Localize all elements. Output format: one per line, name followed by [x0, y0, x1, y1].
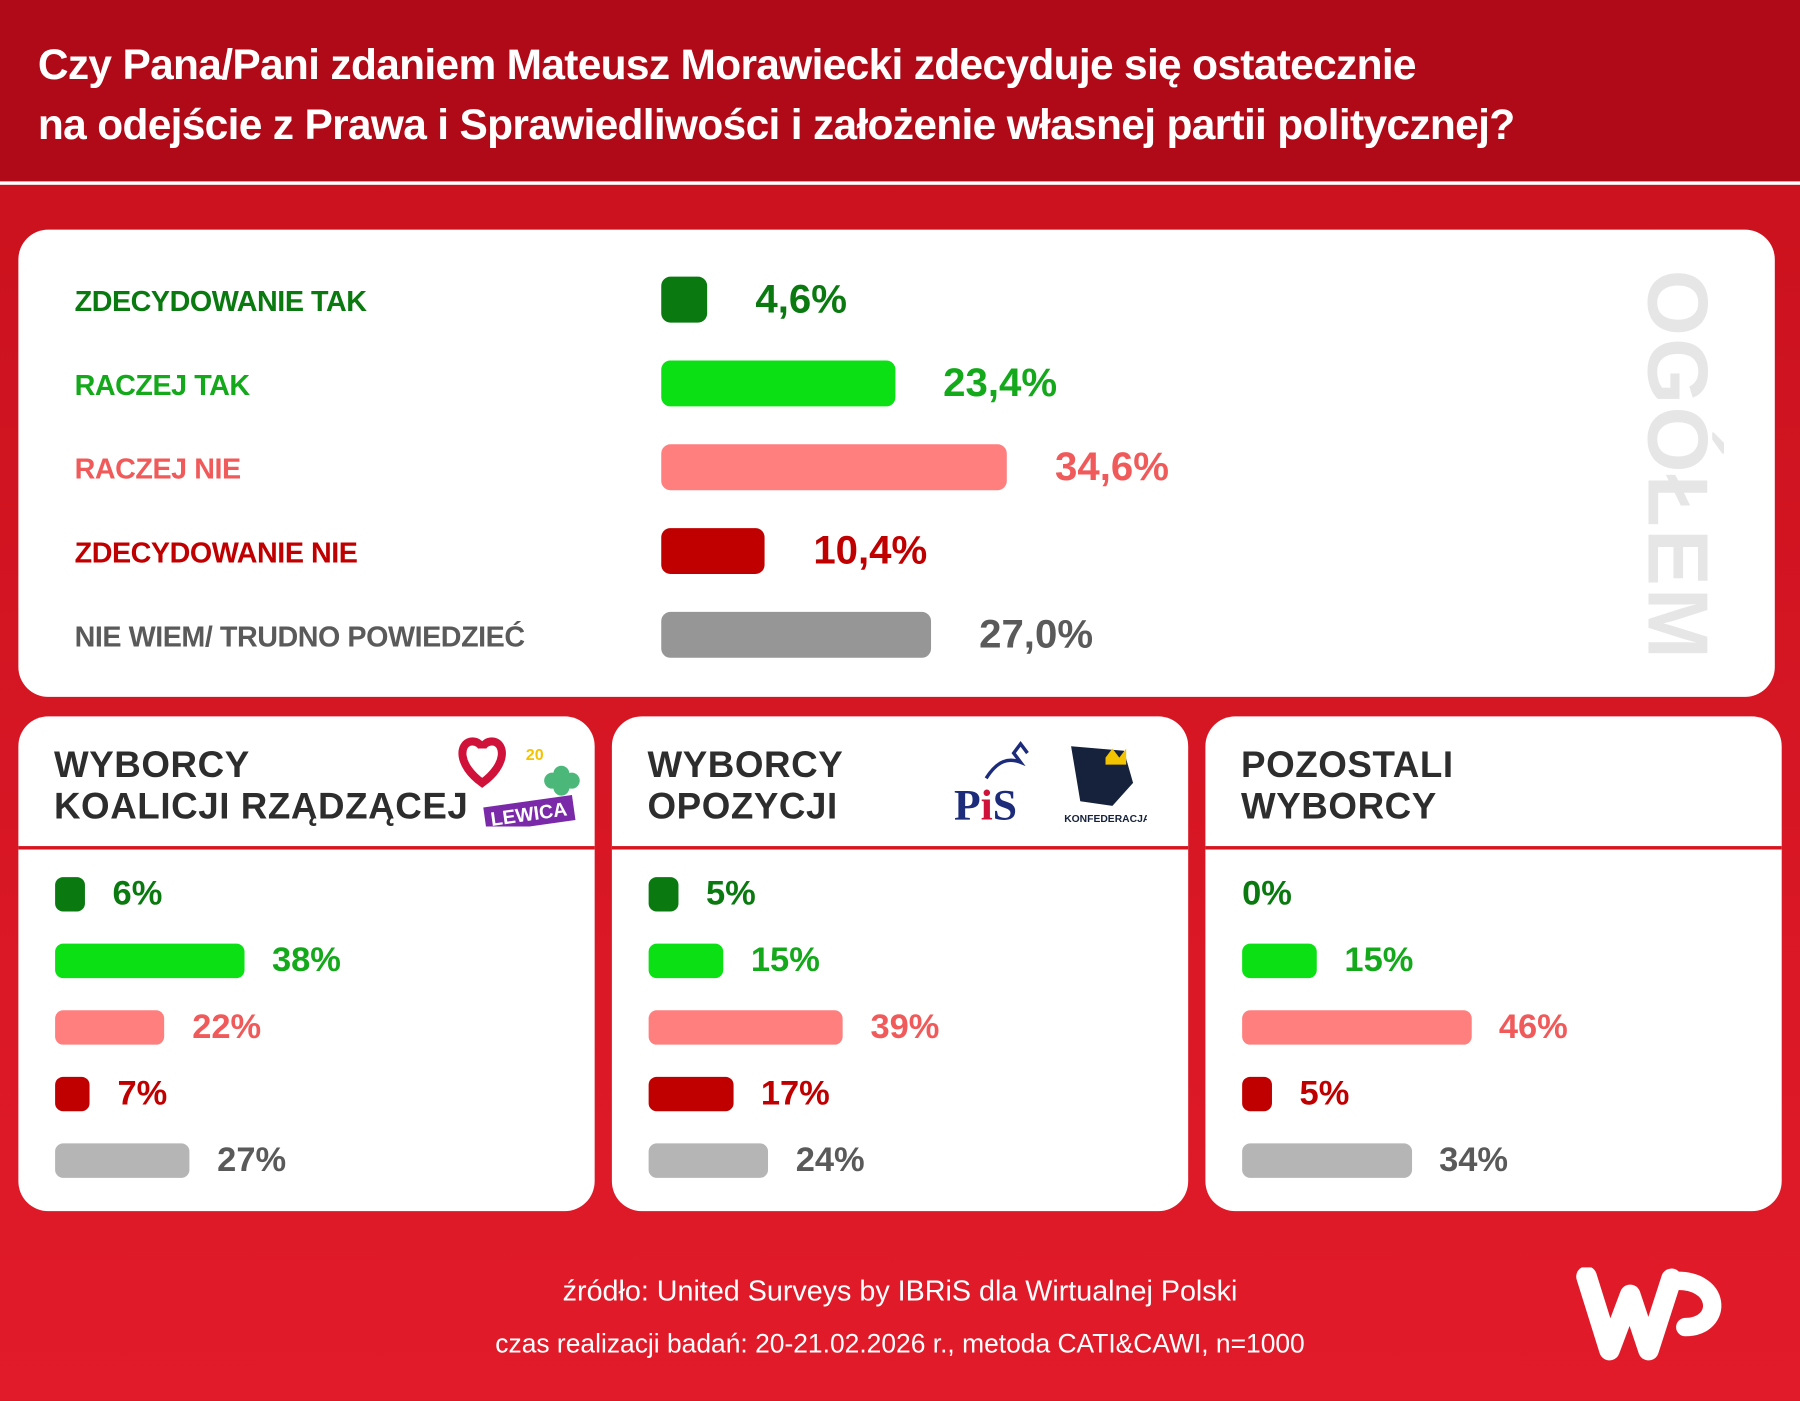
row-nie-wiem: 27%	[55, 1141, 560, 1179]
row-raczej-tak: 38%	[55, 941, 560, 980]
opposition-title: WYBORCY OPOZYCJI	[647, 743, 844, 827]
row-raczej-nie: RACZEJ NIE 34,6%	[18, 444, 1774, 491]
label-nie-wiem: NIE WIEM/ TRUDNO POWIEDZIEĆ	[74, 621, 525, 654]
bar-zdecydowanie-tak	[55, 877, 85, 912]
row-raczej-tak: 15%	[1242, 941, 1747, 980]
value-zdecydowanie-nie: 7%	[117, 1074, 168, 1113]
value-nie-wiem: 27,0%	[979, 611, 1094, 657]
row-nie-wiem: NIE WIEM/ TRUDNO POWIEDZIEĆ 27,0%	[18, 611, 1774, 658]
coalition-panel: WYBORCY KOALICJI RZĄDZĄCEJ 20 LEWICA 6% 3…	[18, 716, 595, 1212]
label-zdecydowanie-tak: ZDECYDOWANIE TAK	[74, 285, 367, 318]
value-zdecydowanie-tak: 4,6%	[755, 276, 847, 322]
opposition-logos: PiS KONFEDERACJA	[954, 741, 1147, 829]
bar-zdecydowanie-nie	[648, 1076, 734, 1112]
method-text: czas realizacji badań: 20-21.02.2026 r.,…	[495, 1328, 1305, 1359]
bar-raczej-tak	[55, 943, 245, 979]
value-raczej-tak: 23,4%	[943, 360, 1058, 406]
heart-icon	[458, 737, 506, 788]
bar-zdecydowanie-nie	[55, 1076, 90, 1112]
title-line-1: Czy Pana/Pani zdaniem Mateusz Morawiecki…	[37, 41, 1417, 89]
wp-logo	[1576, 1267, 1722, 1361]
row-raczej-tak: RACZEJ TAK 23,4%	[18, 360, 1774, 407]
value-raczej-tak: 38%	[271, 941, 341, 980]
bar-zdecydowanie-nie	[1242, 1076, 1272, 1112]
bar-raczej-tak	[648, 943, 724, 979]
row-nie-wiem: 34%	[1242, 1141, 1747, 1179]
row-raczej-nie: 39%	[648, 1007, 1154, 1046]
coalition-logos: 20 LEWICA	[458, 737, 580, 827]
value-raczej-nie: 34,6%	[1055, 444, 1169, 490]
others-panel: POZOSTALI WYBORCY 0% 15% 46% 5% 34%	[1205, 716, 1782, 1212]
row-zdecydowanie-tak: 5%	[648, 874, 1154, 913]
svg-text:20: 20	[526, 746, 544, 764]
bar-raczej-tak	[1242, 943, 1317, 979]
value-zdecydowanie-nie: 5%	[1299, 1074, 1350, 1113]
row-zdecydowanie-nie: 17%	[648, 1074, 1154, 1113]
row-zdecydowanie-tak: 6%	[55, 874, 560, 913]
row-zdecydowanie-tak: 0%	[1242, 874, 1747, 913]
overall-label: OGÓŁEM	[1630, 269, 1726, 661]
value-raczej-nie: 22%	[192, 1007, 262, 1046]
bar-nie-wiem	[661, 611, 931, 658]
bar-nie-wiem	[1242, 1143, 1412, 1178]
bar-nie-wiem	[55, 1143, 190, 1178]
bar-raczej-nie	[661, 444, 1007, 491]
bar-raczej-tak	[661, 360, 895, 407]
title-line-2: na odejście z Prawa i Sprawiedliwości i …	[37, 101, 1515, 149]
row-raczej-tak: 15%	[648, 941, 1154, 980]
row-zdecydowanie-nie: 7%	[55, 1074, 560, 1113]
row-raczej-nie: 22%	[55, 1007, 560, 1046]
row-zdecydowanie-nie: ZDECYDOWANIE NIE 10,4%	[18, 528, 1774, 574]
value-zdecydowanie-tak: 6%	[112, 874, 163, 913]
opposition-panel: WYBORCY OPOZYCJI PiS KONFEDERACJA 5% 15% 3…	[611, 716, 1189, 1212]
eagle-icon	[984, 741, 1029, 780]
bar-nie-wiem	[648, 1143, 769, 1178]
bar-raczej-nie	[648, 1010, 843, 1045]
row-zdecydowanie-nie: 5%	[1242, 1074, 1747, 1113]
label-raczej-tak: RACZEJ TAK	[74, 369, 251, 402]
bar-raczej-nie	[1242, 1010, 1472, 1045]
label-raczej-nie: RACZEJ NIE	[74, 453, 242, 486]
coalition-title: WYBORCY KOALICJI RZĄDZĄCEJ	[53, 743, 469, 827]
bar-zdecydowanie-tak	[661, 276, 708, 323]
others-title: POZOSTALI WYBORCY	[1240, 743, 1454, 827]
row-nie-wiem: 24%	[648, 1141, 1154, 1179]
value-zdecydowanie-nie: 17%	[760, 1074, 830, 1113]
value-zdecydowanie-tak: 0%	[1242, 874, 1292, 913]
row-zdecydowanie-tak: ZDECYDOWANIE TAK 4,6%	[18, 276, 1774, 323]
value-raczej-nie: 39%	[870, 1007, 940, 1046]
value-raczej-tak: 15%	[1344, 941, 1414, 980]
bar-zdecydowanie-nie	[661, 528, 766, 574]
row-raczej-nie: 46%	[1242, 1007, 1747, 1046]
value-raczej-nie: 46%	[1498, 1007, 1568, 1046]
value-nie-wiem: 34%	[1439, 1141, 1509, 1179]
svg-text:PiS: PiS	[954, 782, 1017, 829]
source-text: źródło: United Surveys by IBRiS dla Wirt…	[562, 1275, 1238, 1308]
header: Czy Pana/Pani zdaniem Mateusz Morawiecki…	[0, 0, 1800, 185]
value-nie-wiem: 27%	[217, 1141, 287, 1179]
overall-panel: ZDECYDOWANIE TAK 4,6% RACZEJ TAK 23,4% RACZE…	[18, 229, 1775, 697]
value-nie-wiem: 24%	[795, 1141, 865, 1179]
value-raczej-tak: 15%	[750, 941, 820, 980]
label-zdecydowanie-nie: ZDECYDOWANIE NIE	[74, 537, 358, 570]
svg-text:KONFEDERACJA: KONFEDERACJA	[1064, 814, 1147, 825]
bar-zdecydowanie-tak	[648, 877, 679, 912]
value-zdecydowanie-nie: 10,4%	[813, 528, 928, 573]
value-zdecydowanie-tak: 5%	[706, 874, 756, 913]
bar-raczej-nie	[55, 1010, 165, 1045]
